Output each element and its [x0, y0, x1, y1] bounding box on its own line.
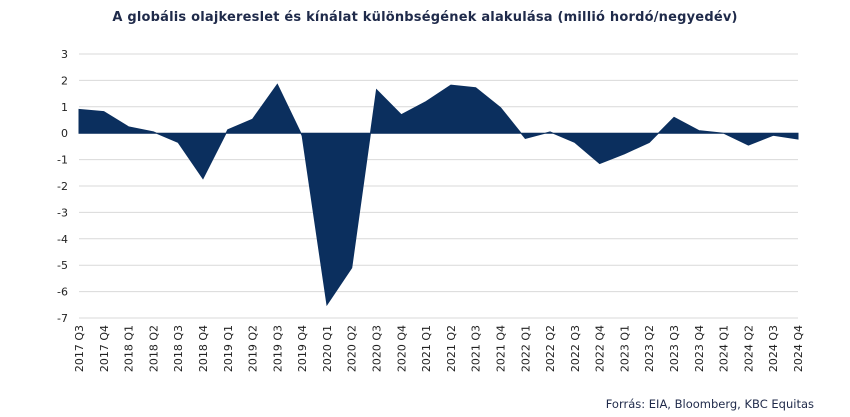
- x-tick-label: 2024 Q3: [767, 325, 780, 372]
- x-axis-ticks: 2017 Q3 2017 Q4 2018 Q1 2018 Q2 2018 Q3 2018 …: [73, 325, 805, 372]
- x-tick-label: 2020 Q4: [395, 325, 408, 372]
- x-tick-label: 2022 Q3: [569, 325, 582, 372]
- x-tick-label: 2024 Q4: [792, 325, 805, 372]
- x-tick-label: 2023 Q2: [643, 325, 656, 372]
- x-tick-label: 2017 Q4: [98, 325, 111, 372]
- x-tick-label: 2021 Q2: [445, 325, 458, 372]
- x-tick-label: 2022 Q4: [594, 325, 607, 372]
- y-tick-label: -6: [57, 286, 68, 299]
- x-tick-label: 2018 Q1: [123, 325, 136, 372]
- x-tick-label: 2023 Q3: [668, 325, 681, 372]
- x-tick-label: 2019 Q4: [296, 325, 309, 372]
- source-note: Forrás: EIA, Bloomberg, KBC Equitas: [605, 397, 814, 411]
- x-tick-label: 2017 Q3: [73, 325, 86, 372]
- x-tick-label: 2022 Q2: [544, 325, 557, 372]
- x-tick-label: 2020 Q2: [346, 325, 359, 372]
- y-axis-ticks: 3 2 1 0 -1 -2 -3 -4 -5 -6 -7: [57, 48, 68, 325]
- y-tick-label: -7: [57, 312, 68, 325]
- x-tick-label: 2024 Q1: [718, 325, 731, 372]
- y-tick-label: -2: [57, 180, 68, 193]
- x-tick-label: 2020 Q1: [321, 325, 334, 372]
- y-tick-label: 2: [61, 74, 68, 87]
- y-tick-label: 1: [61, 101, 68, 114]
- y-tick-label: 0: [61, 127, 68, 140]
- x-tick-label: 2021 Q1: [420, 325, 433, 372]
- x-tick-label: 2022 Q1: [519, 325, 532, 372]
- y-tick-label: -1: [57, 154, 68, 167]
- x-tick-label: 2021 Q4: [494, 325, 507, 372]
- x-tick-label: 2023 Q4: [693, 325, 706, 372]
- y-tick-label: 3: [61, 48, 68, 61]
- x-tick-label: 2024 Q2: [742, 325, 755, 372]
- y-tick-label: -3: [57, 206, 68, 219]
- y-tick-label: -5: [57, 259, 68, 272]
- x-tick-label: 2018 Q2: [147, 325, 160, 372]
- x-tick-label: 2019 Q2: [247, 325, 260, 372]
- chart-title: A globális olajkereslet és kínálat külön…: [112, 10, 738, 25]
- series-area: [78, 83, 799, 307]
- x-tick-label: 2019 Q3: [271, 325, 284, 372]
- x-tick-label: 2019 Q1: [222, 325, 235, 372]
- x-tick-label: 2020 Q3: [371, 325, 384, 372]
- x-tick-label: 2023 Q1: [618, 325, 631, 372]
- x-tick-label: 2021 Q3: [470, 325, 483, 372]
- x-tick-label: 2018 Q3: [172, 325, 185, 372]
- x-tick-label: 2018 Q4: [197, 325, 210, 372]
- y-tick-label: -4: [57, 233, 68, 246]
